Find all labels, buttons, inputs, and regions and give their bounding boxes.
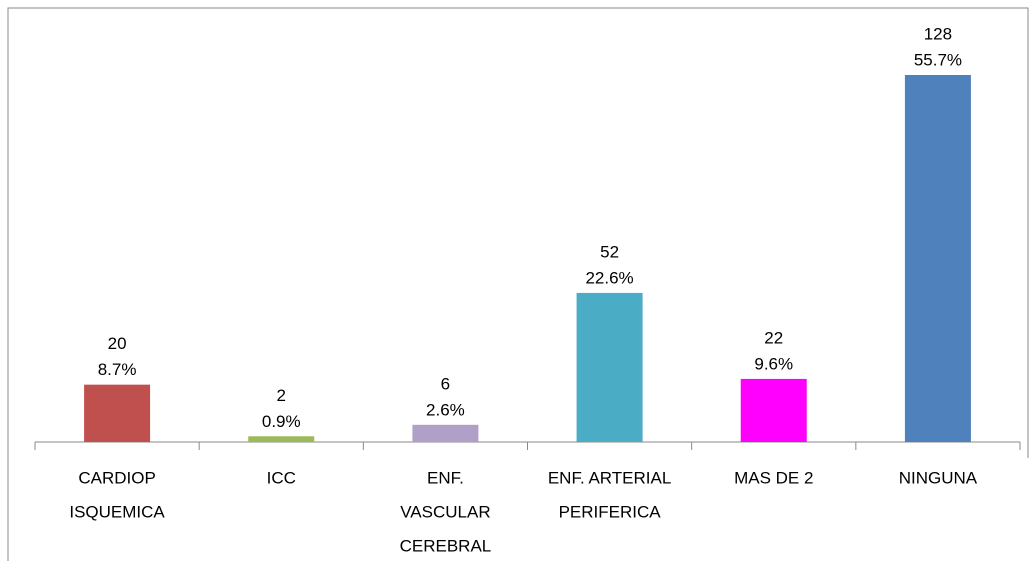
x-tick-label: CARDIOP — [78, 468, 155, 487]
percent-label: 8.7% — [98, 360, 137, 379]
bar — [904, 75, 971, 442]
bar — [576, 292, 643, 442]
bar — [84, 384, 151, 442]
value-label: 20 — [108, 334, 127, 353]
bar — [248, 436, 315, 442]
percent-label: 0.9% — [262, 412, 301, 431]
x-tick-label: ISQUEMICA — [69, 502, 165, 521]
chart-frame — [7, 7, 1029, 561]
x-tick-label: ICC — [267, 468, 296, 487]
x-tick-label: MAS DE 2 — [734, 468, 813, 487]
percent-label: 9.6% — [754, 354, 793, 373]
x-tick-label: VASCULAR — [400, 502, 490, 521]
value-label: 22 — [764, 328, 783, 347]
x-tick-label: ENF. — [427, 468, 464, 487]
value-label: 128 — [924, 24, 952, 43]
x-tick-label: CEREBRAL — [400, 536, 492, 555]
value-label: 2 — [277, 386, 286, 405]
bar — [740, 378, 807, 442]
percent-label: 2.6% — [426, 400, 465, 419]
value-label: 6 — [441, 374, 450, 393]
x-tick-label: PERIFERICA — [559, 502, 662, 521]
x-tick-label: NINGUNA — [899, 468, 978, 487]
x-tick-label: ENF. ARTERIAL — [548, 468, 671, 487]
percent-label: 22.6% — [585, 268, 633, 287]
value-label: 52 — [600, 242, 619, 261]
bar — [412, 424, 479, 442]
percent-label: 55.7% — [914, 50, 962, 69]
